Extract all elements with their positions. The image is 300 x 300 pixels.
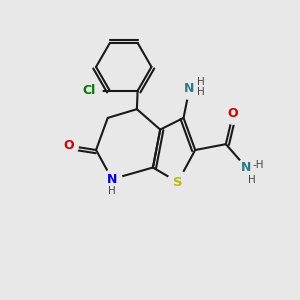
Text: N: N [184, 82, 195, 95]
Text: H: H [197, 77, 205, 87]
Text: H: H [197, 87, 205, 97]
Text: N: N [241, 161, 251, 174]
Text: H: H [108, 186, 116, 197]
Text: O: O [228, 107, 238, 120]
Text: N: N [107, 173, 117, 186]
Text: S: S [173, 176, 182, 189]
Text: O: O [63, 139, 74, 152]
Text: Cl: Cl [83, 84, 96, 98]
Text: H: H [248, 175, 255, 185]
Text: -H: -H [253, 160, 264, 170]
